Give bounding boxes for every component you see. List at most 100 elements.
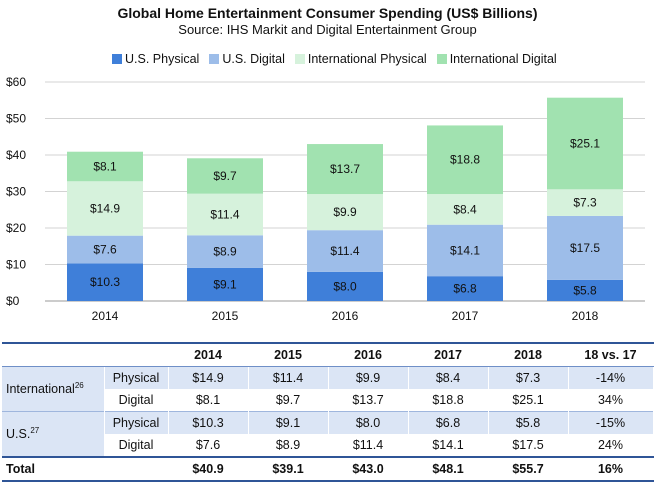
table-cell: $14.1: [408, 434, 489, 457]
table-cell: $9.7: [248, 389, 329, 412]
table-header-cell: 2017: [408, 342, 489, 367]
table-cell: $25.1: [488, 389, 569, 412]
bar-value-label: $8.1: [93, 159, 117, 173]
bar-segment: [427, 125, 503, 195]
table-header-cell: 2014: [168, 342, 249, 367]
table-row: International26 Physical $14.9 $11.4 $9.…: [2, 366, 654, 412]
table-cell: $11.4: [248, 366, 329, 389]
bar-value-label: $7.6: [93, 243, 117, 257]
bar-value-label: $8.0: [333, 279, 357, 293]
y-tick-label: $60: [6, 75, 26, 89]
table-header-cell: [2, 342, 105, 367]
legend-swatch-us-digital: [209, 54, 220, 64]
bar-value-label: $8.4: [453, 202, 477, 216]
bar-value-label: $7.3: [573, 196, 597, 210]
legend-label-intl-digital: International Digital: [449, 52, 557, 66]
table-total-row: Total $40.9 $39.1 $43.0 $48.1 $55.7 16%: [2, 456, 654, 482]
table-header-cell: 18 vs. 17: [568, 342, 654, 367]
bar-segment: [547, 189, 623, 216]
spending-table: 2014 2015 2016 2017 2018 18 vs. 17 Inter…: [2, 342, 654, 482]
y-tick-label: $10: [6, 258, 26, 272]
table-cell: 16%: [568, 456, 654, 482]
table-cell: $39.1: [248, 456, 329, 482]
row-label: Digital: [104, 434, 169, 457]
legend-swatch-intl-digital: [436, 54, 447, 64]
x-tick-label: 2014: [92, 309, 119, 323]
footnote-marker: 27: [30, 426, 40, 436]
table-row: Digital $7.6 $8.9 $11.4 $14.1 $17.5 24%: [2, 434, 654, 457]
bar-segment: [427, 276, 503, 301]
group-label-text: International: [6, 382, 75, 397]
bar-segment: [547, 215, 623, 280]
bar-value-label: $8.9: [213, 245, 237, 259]
bar-value-label: $18.8: [450, 153, 480, 167]
table-header-cell: 2016: [328, 342, 409, 367]
bar-segment: [547, 97, 623, 190]
bar-segment: [307, 230, 383, 272]
bar-segment: [187, 158, 263, 194]
row-label: Physical: [104, 411, 169, 434]
footnote-marker: 26: [74, 381, 84, 391]
bar-segment: [187, 193, 263, 236]
bar-value-label: $14.9: [90, 201, 120, 215]
bar-value-label: $25.1: [570, 137, 600, 151]
table-cell: [104, 456, 169, 482]
bar-segment: [187, 235, 263, 268]
legend-item-intl-physical: International Physical: [294, 52, 427, 66]
bar-value-label: $13.7: [330, 162, 360, 176]
group-label-international: International26: [2, 366, 105, 412]
row-label: Physical: [104, 366, 169, 389]
table-cell: $40.9: [168, 456, 249, 482]
table-cell: $9.1: [248, 411, 329, 434]
table-cell: $48.1: [408, 456, 489, 482]
bar-value-label: $5.8: [573, 283, 597, 297]
y-tick-label: $30: [6, 185, 26, 199]
y-tick-label: $0: [6, 294, 20, 308]
bar-segment: [427, 224, 503, 277]
bar-segment: [307, 144, 383, 195]
table-cell: -15%: [568, 411, 654, 434]
bar-segment: [307, 271, 383, 301]
bar-segment: [187, 267, 263, 301]
table-cell: $5.8: [488, 411, 569, 434]
legend-label-intl-physical: International Physical: [307, 52, 427, 66]
legend-label-us-physical: U.S. Physical: [125, 52, 200, 66]
table-cell: $7.3: [488, 366, 569, 389]
legend-item-us-digital: U.S. Digital: [209, 52, 285, 66]
bar-value-label: $9.9: [333, 205, 357, 219]
x-tick-label: 2015: [212, 309, 239, 323]
table-cell: $8.0: [328, 411, 409, 434]
legend-item-us-physical: U.S. Physical: [112, 52, 199, 66]
bar-value-label: $11.4: [330, 244, 359, 258]
y-tick-label: $20: [6, 221, 26, 235]
bar-value-label: $11.4: [210, 207, 239, 221]
bar-segment: [67, 151, 143, 182]
x-tick-label: 2017: [452, 309, 479, 323]
table-row: U.S.27 Physical $10.3 $9.1 $8.0 $6.8 $5.…: [2, 411, 654, 457]
table-cell: $6.8: [408, 411, 489, 434]
table-cell: $13.7: [328, 389, 409, 412]
total-label: Total: [2, 456, 105, 482]
axes: $0 $10 $20 $30 $40 $50 $60 2014 2015 2016 2017 2018: [6, 75, 599, 323]
bar-labels: $10.3 $7.6 $14.9 $8.1 $9.1 $8.9 $11.4 $9.7 $8.0 $…: [90, 137, 600, 298]
table-cell: $55.7: [488, 456, 569, 482]
table-cell: 34%: [568, 389, 654, 412]
bar-value-label: $9.1: [213, 277, 237, 291]
table-header-row: 2014 2015 2016 2017 2018 18 vs. 17: [2, 342, 654, 367]
bars: [67, 97, 623, 301]
x-tick-label: 2018: [572, 309, 599, 323]
table-cell: 24%: [568, 434, 654, 457]
bar-value-label: $14.1: [450, 243, 480, 257]
table-cell: $8.1: [168, 389, 249, 412]
bar-value-label: $6.8: [453, 282, 477, 296]
bar-segment: [547, 279, 623, 301]
legend-item-intl-digital: International Digital: [436, 52, 557, 66]
bar-segment: [427, 194, 503, 225]
table-cell: $10.3: [168, 411, 249, 434]
table-header-cell: 2018: [488, 342, 569, 367]
table-cell: $17.5: [488, 434, 569, 457]
table-row: Digital $8.1 $9.7 $13.7 $18.8 $25.1 34%: [2, 389, 654, 412]
legend-label-us-digital: U.S. Digital: [222, 52, 285, 66]
bar-value-label: $10.3: [90, 275, 120, 289]
table-cell: $9.9: [328, 366, 409, 389]
